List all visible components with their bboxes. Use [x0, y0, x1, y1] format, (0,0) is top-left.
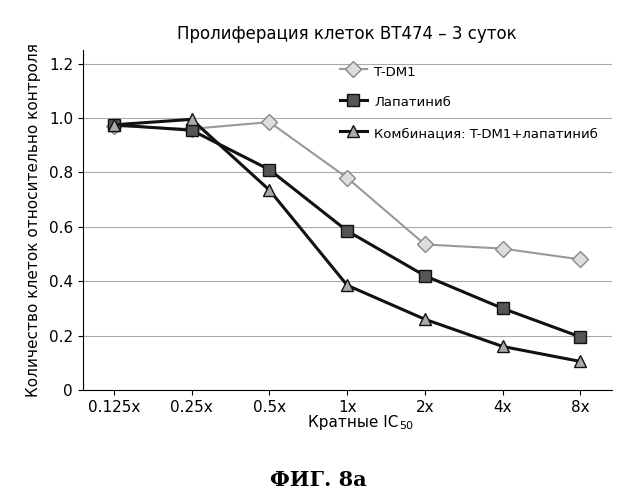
Line: Лапатиниб: Лапатиниб: [108, 118, 587, 343]
Text: ФИГ. 8а: ФИГ. 8а: [270, 470, 367, 490]
T-DM1: [343, 175, 351, 181]
Line: Комбинация: T-DM1+лапатиниб: Комбинация: T-DM1+лапатиниб: [108, 113, 587, 368]
Комбинация: T-DM1+лапатиниб: (0, 0.975): T-DM1+лапатиниб: (0, 0.975): [110, 122, 118, 128]
Text: 50: 50: [399, 421, 413, 431]
Лапатиниб: [188, 127, 196, 133]
T-DM1: [110, 123, 118, 129]
Комбинация: T-DM1+лапатиниб: (3, 0.385): T-DM1+лапатиниб: (3, 0.385): [343, 282, 351, 288]
Лапатиниб: [576, 334, 584, 340]
T-DM1: [421, 242, 429, 248]
Комбинация: T-DM1+лапатиниб: (1, 0.995): T-DM1+лапатиниб: (1, 0.995): [188, 116, 196, 122]
T-DM1: [266, 119, 273, 125]
Лапатиниб: [499, 306, 506, 312]
Y-axis label: Количество клеток относительно контроля: Количество клеток относительно контроля: [25, 43, 41, 397]
Комбинация: T-DM1+лапатиниб: (4, 0.26): T-DM1+лапатиниб: (4, 0.26): [421, 316, 429, 322]
T-DM1: [499, 246, 506, 252]
Лапатиниб: [266, 166, 273, 172]
Legend: T-DM1, Лапатиниб, Комбинация: T-DM1+лапатиниб: T-DM1, Лапатиниб, Комбинация: T-DM1+лапа…: [334, 56, 605, 147]
Лапатиниб: [110, 122, 118, 128]
Title: Пролиферация клеток BT474 – 3 суток: Пролиферация клеток BT474 – 3 суток: [177, 25, 517, 43]
Комбинация: T-DM1+лапатиниб: (2, 0.735): T-DM1+лапатиниб: (2, 0.735): [266, 187, 273, 193]
Комбинация: T-DM1+лапатиниб: (6, 0.105): T-DM1+лапатиниб: (6, 0.105): [576, 358, 584, 364]
Text: Кратные IC: Кратные IC: [308, 415, 399, 430]
T-DM1: [576, 256, 584, 262]
Лапатиниб: [421, 273, 429, 279]
Комбинация: T-DM1+лапатиниб: (5, 0.16): T-DM1+лапатиниб: (5, 0.16): [499, 344, 506, 349]
T-DM1: [188, 126, 196, 132]
Лапатиниб: [343, 228, 351, 234]
Line: T-DM1: T-DM1: [108, 116, 586, 265]
